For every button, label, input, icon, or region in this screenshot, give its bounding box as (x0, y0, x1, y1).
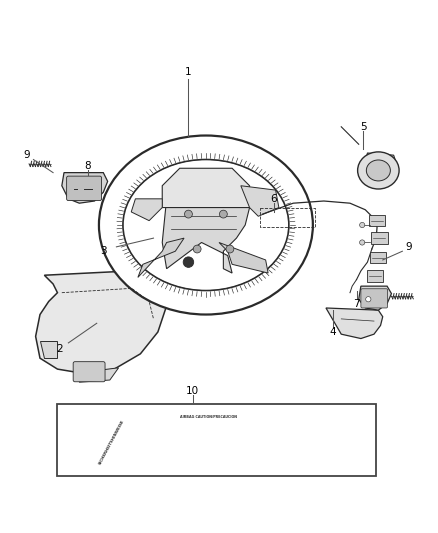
Ellipse shape (366, 160, 390, 181)
Text: 10: 10 (186, 386, 199, 396)
Circle shape (193, 245, 201, 253)
Text: 1: 1 (185, 67, 192, 77)
FancyBboxPatch shape (361, 289, 388, 308)
Polygon shape (359, 286, 392, 310)
Text: SICHERHEITSHINWEISE: SICHERHEITSHINWEISE (99, 419, 126, 465)
Text: 7: 7 (353, 298, 360, 309)
Polygon shape (79, 368, 119, 382)
Text: 9: 9 (406, 242, 412, 252)
FancyBboxPatch shape (67, 176, 102, 200)
Bar (367, 270, 383, 282)
Text: 2: 2 (57, 344, 63, 354)
Polygon shape (62, 173, 108, 203)
Ellipse shape (357, 152, 399, 189)
Bar (60, 406, 374, 474)
Polygon shape (241, 185, 279, 216)
Polygon shape (40, 341, 57, 358)
Text: 5: 5 (360, 122, 367, 132)
Text: 4: 4 (329, 327, 336, 337)
Ellipse shape (124, 161, 287, 289)
Circle shape (360, 240, 365, 245)
Polygon shape (162, 168, 250, 207)
Bar (370, 252, 386, 263)
Bar (369, 215, 385, 227)
Circle shape (183, 257, 194, 268)
Text: 6: 6 (270, 194, 277, 204)
Circle shape (184, 210, 192, 218)
Polygon shape (35, 271, 166, 374)
Text: AIRBAG CAUTION/PRECAUCION: AIRBAG CAUTION/PRECAUCION (180, 415, 237, 419)
Polygon shape (219, 243, 268, 273)
Circle shape (366, 297, 371, 302)
Polygon shape (162, 195, 250, 273)
FancyBboxPatch shape (73, 362, 105, 382)
Text: 8: 8 (85, 161, 92, 171)
Bar (57, 404, 376, 476)
Circle shape (360, 222, 365, 228)
Polygon shape (326, 308, 383, 338)
Polygon shape (99, 135, 313, 314)
Polygon shape (365, 153, 396, 173)
Text: 9: 9 (24, 150, 30, 160)
Circle shape (226, 245, 234, 253)
Circle shape (219, 210, 227, 218)
Polygon shape (138, 238, 184, 277)
Text: 3: 3 (100, 246, 106, 256)
Bar (371, 232, 388, 244)
Polygon shape (131, 199, 162, 221)
